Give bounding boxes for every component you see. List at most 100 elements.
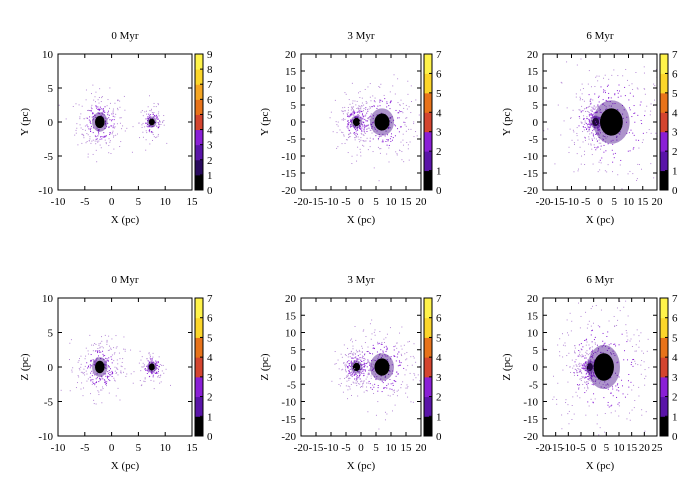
data-point xyxy=(120,141,122,143)
data-point xyxy=(95,361,97,363)
data-point xyxy=(588,405,590,407)
data-point xyxy=(561,414,563,416)
data-point xyxy=(148,115,150,117)
data-point xyxy=(93,403,95,405)
colorbar-segment xyxy=(424,376,432,398)
data-point xyxy=(360,381,362,383)
colorbar-tick-label: 2 xyxy=(207,155,213,167)
data-point xyxy=(597,130,599,132)
data-point xyxy=(404,122,406,124)
data-point xyxy=(410,112,412,114)
data-point xyxy=(100,108,102,110)
data-point xyxy=(343,362,345,364)
data-point xyxy=(592,368,594,370)
data-point xyxy=(113,123,115,125)
data-point xyxy=(160,123,162,125)
data-point xyxy=(594,351,596,353)
data-point xyxy=(97,112,99,114)
colorbar-frame xyxy=(659,297,669,437)
data-point xyxy=(594,376,596,378)
data-point xyxy=(357,107,359,109)
data-point xyxy=(376,114,378,116)
data-point xyxy=(360,372,362,374)
data-point xyxy=(122,125,124,127)
data-point xyxy=(583,118,585,120)
data-point xyxy=(397,128,399,130)
data-point xyxy=(153,102,155,104)
data-point xyxy=(108,392,110,394)
data-point xyxy=(112,110,114,112)
data-point xyxy=(358,138,360,140)
data-point xyxy=(603,144,605,146)
data-point xyxy=(357,136,359,138)
data-point xyxy=(355,134,357,136)
data-point xyxy=(95,360,97,362)
data-point xyxy=(343,134,345,136)
data-point xyxy=(612,386,613,388)
data-point xyxy=(581,372,583,374)
data-point xyxy=(590,374,592,376)
data-point xyxy=(614,354,616,356)
data-point xyxy=(349,386,351,388)
data-point xyxy=(592,114,594,116)
data-point xyxy=(618,344,620,346)
data-point xyxy=(367,350,369,352)
data-point xyxy=(102,347,104,349)
data-point xyxy=(599,111,601,113)
panel-title: 6 Myr xyxy=(586,30,614,42)
data-point xyxy=(105,373,107,375)
data-point xyxy=(586,128,588,130)
x-tick-label: -10 xyxy=(561,442,576,454)
data-point xyxy=(102,350,104,352)
data-point xyxy=(358,371,360,373)
data-point xyxy=(594,380,596,382)
data-point xyxy=(589,122,591,124)
data-point xyxy=(597,117,599,119)
colorbar-segment xyxy=(424,151,432,172)
data-point xyxy=(105,135,107,137)
data-point xyxy=(402,103,404,105)
data-point xyxy=(591,374,593,376)
data-point xyxy=(585,373,587,375)
data-point xyxy=(603,89,605,91)
data-point xyxy=(630,129,632,131)
data-point xyxy=(580,98,582,100)
data-point xyxy=(655,69,657,71)
data-point xyxy=(359,383,361,385)
data-point xyxy=(356,360,358,362)
data-point xyxy=(102,113,104,115)
data-point xyxy=(341,369,343,371)
data-point xyxy=(598,133,600,135)
data-point xyxy=(629,109,631,111)
data-point xyxy=(391,373,393,375)
data-point xyxy=(356,361,358,363)
data-point xyxy=(92,372,94,374)
data-point xyxy=(362,370,364,372)
data-point xyxy=(359,353,361,355)
data-point xyxy=(111,113,113,115)
data-point xyxy=(111,120,113,122)
data-point xyxy=(109,119,111,121)
data-point xyxy=(347,398,349,400)
data-point xyxy=(612,143,614,145)
data-point xyxy=(371,124,373,126)
data-point xyxy=(382,350,384,352)
data-point xyxy=(145,149,147,151)
data-point xyxy=(616,139,618,141)
data-point xyxy=(360,155,362,157)
data-point xyxy=(104,124,106,126)
data-point xyxy=(636,178,638,180)
data-point xyxy=(581,122,583,124)
data-point xyxy=(580,348,582,350)
data-point xyxy=(594,336,596,338)
data-point xyxy=(627,315,629,317)
data-point xyxy=(356,351,358,353)
data-point xyxy=(369,368,371,370)
colorbar-segment xyxy=(660,357,668,378)
data-point xyxy=(582,88,584,90)
data-point xyxy=(140,370,142,372)
data-point xyxy=(585,382,587,384)
data-point xyxy=(635,139,637,141)
data-point xyxy=(597,118,599,120)
